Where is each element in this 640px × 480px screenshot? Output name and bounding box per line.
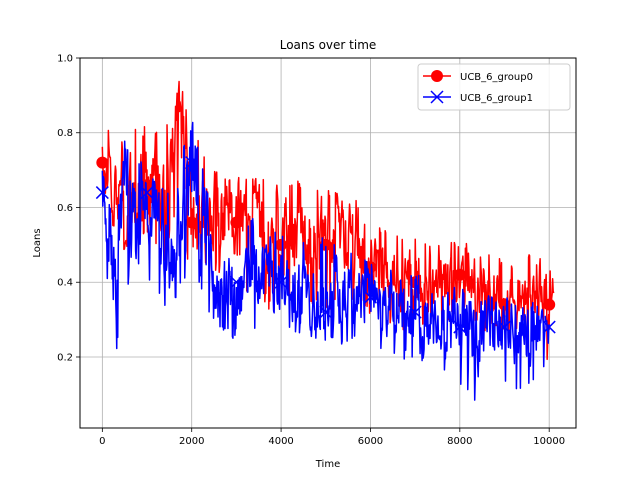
series-marker-1 [140,186,154,200]
series-marker-0 [275,238,288,251]
series-marker-0 [230,216,243,229]
x-tick-label: 6000 [358,436,383,447]
x-tick-label: 4000 [268,436,293,447]
series-marker-0 [141,179,154,192]
series-marker-1 [497,320,512,334]
series-marker-1 [274,275,288,289]
x-axis-label: Time [315,459,340,470]
series-marker-1 [453,320,467,334]
series-marker-0 [543,298,556,311]
series-line-1 [101,121,550,401]
x-tick-label: 2000 [179,436,204,447]
x-tick-label: 8000 [447,436,472,447]
series-marker-1 [319,305,333,319]
x-tick-label: 0 [99,436,105,447]
y-tick-label: 0.4 [57,278,73,289]
series-marker-1 [363,290,377,304]
series-marker-1 [229,275,243,289]
series-marker-1 [542,320,556,334]
y-tick-label: 0.2 [57,352,73,363]
legend-label-group1: UCB_6_group1 [460,93,533,104]
series-marker-1 [185,156,199,170]
series-marker-1 [408,305,422,319]
legend-box [417,63,571,111]
axis-ticks: 0 2000 4000 6000 8000 10000 0.2 0.4 0.6 0.8 1.0 [57,54,565,448]
series-marker-1 [95,186,109,200]
legend-label-group0: UCB_6_group0 [460,72,533,83]
chart-title: Loans over time [280,38,377,52]
y-tick-label: 1.0 [57,54,73,65]
legend-marker-group1 [430,90,444,104]
y-tick-label: 0.8 [57,128,73,139]
series-marker-0 [185,216,198,229]
series-marker-0 [96,156,109,169]
y-tick-label: 0.6 [57,203,73,214]
series-marker-0 [453,268,466,281]
legend-marker-group0 [431,70,443,82]
x-tick-label: 10000 [533,436,565,447]
plot-area [95,80,556,401]
axes-frame [79,57,577,429]
series-marker-0 [498,298,511,311]
legend: UCB_6_group0 UCB_6_group1 [417,63,571,111]
y-axis-label: Loans [32,228,43,257]
